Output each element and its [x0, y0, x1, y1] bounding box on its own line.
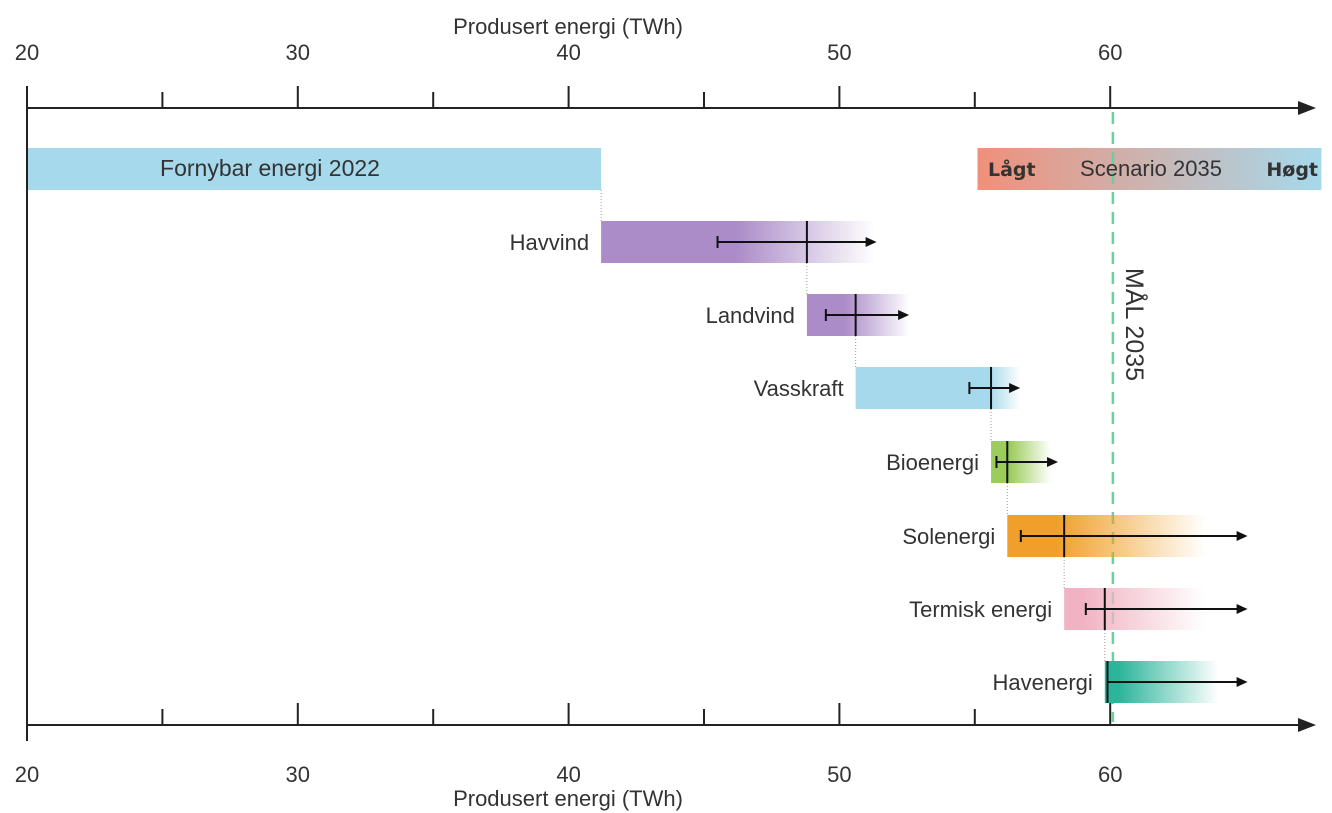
- goal-label: MÅL 2035: [1120, 268, 1150, 381]
- top-axis-arrow: [1298, 101, 1316, 115]
- top-tick-label: 50: [827, 40, 851, 65]
- category-label: Solenergi: [902, 524, 995, 549]
- top-tick-label: 30: [286, 40, 310, 65]
- category-label: Vasskraft: [754, 376, 844, 401]
- category-label: Bioenergi: [886, 450, 979, 475]
- top-tick-label: 20: [15, 40, 39, 65]
- category-label: Havenergi: [993, 670, 1093, 695]
- bottom-tick-label: 60: [1098, 762, 1122, 787]
- scenario-bar: [977, 148, 1322, 190]
- whisker-arrow: [1236, 531, 1248, 541]
- bottom-tick-label: 30: [286, 762, 310, 787]
- bottom-tick-label: 20: [15, 762, 39, 787]
- baseline-bar: [27, 148, 602, 190]
- top-axis-title: Produsert energi (TWh): [453, 14, 683, 39]
- whisker-arrow: [1047, 457, 1059, 467]
- bottom-axis-title: Produsert energi (TWh): [453, 786, 683, 811]
- whisker-arrow: [1009, 383, 1021, 393]
- whisker-arrow: [865, 237, 877, 247]
- scenario-high-label: Høgt: [1266, 159, 1318, 181]
- bottom-axis-arrow: [1298, 718, 1316, 732]
- top-tick-label: 40: [556, 40, 580, 65]
- baseline-bar-label: Fornybar energi 2022: [160, 155, 380, 181]
- whisker-arrow: [1236, 604, 1248, 614]
- category-label: Landvind: [706, 303, 795, 328]
- scenario-label: Scenario 2035: [1080, 156, 1222, 181]
- category-label: Havvind: [510, 230, 589, 255]
- category-label: Termisk energi: [909, 597, 1052, 622]
- bottom-tick-label: 50: [827, 762, 851, 787]
- whisker-arrow: [1236, 677, 1248, 687]
- scenario-low-label: Lågt: [988, 157, 1036, 181]
- whisker-arrow: [898, 310, 910, 320]
- bottom-tick-label: 40: [556, 762, 580, 787]
- top-tick-label: 60: [1098, 40, 1122, 65]
